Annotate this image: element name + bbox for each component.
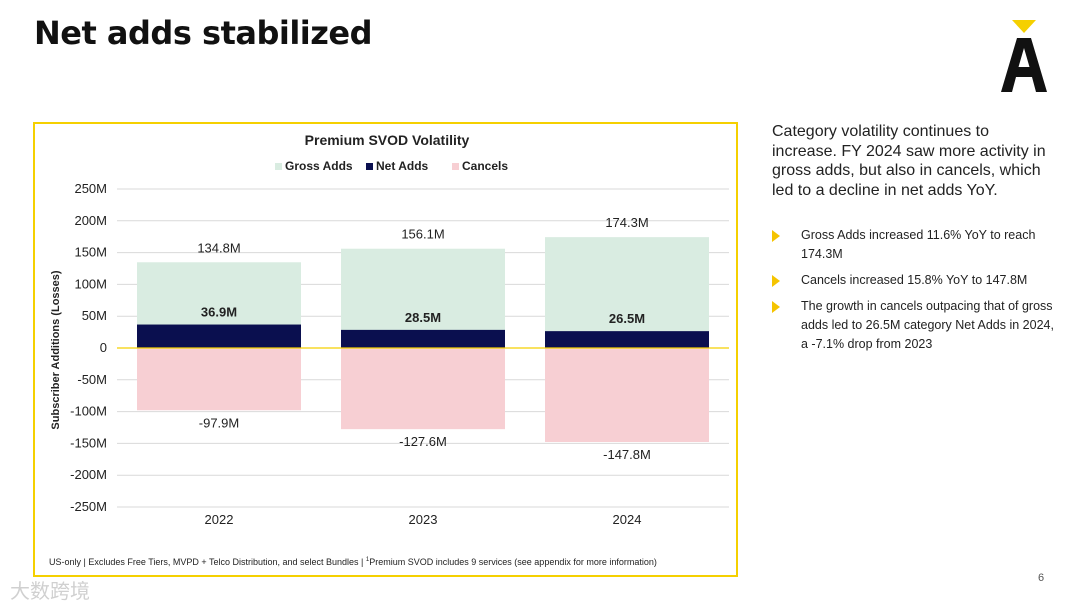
legend-swatch [366,163,373,170]
y-axis-ticks: 250M 200M 150M 100M 50M 0 -50M -100M -150M -200M -… [70,181,107,514]
footnote-text-after: Premium SVOD includes 9 services (see ap… [369,557,657,567]
y-tick-label: -100M [70,404,107,419]
label-net-adds: 26.5M [609,311,645,326]
bullet-text: Cancels increased 15.8% YoY to 147.8M [801,273,1028,287]
chart-bars [117,237,729,443]
label-cancels: -147.8M [603,447,651,462]
commentary-bullet: The growth in cancels outpacing that of … [772,297,1057,354]
y-axis-label: Subscriber Additions (Losses) [50,270,62,429]
x-tick-label: 2022 [205,512,234,527]
label-net-adds: 28.5M [405,310,441,325]
chart-frame: Premium SVOD Volatility Gross Adds Net Ad… [33,122,738,577]
bar-cancels [341,348,505,430]
bar-cancels [137,348,301,411]
commentary-bullet: Gross Adds increased 11.6% YoY to reach … [772,226,1057,264]
bullet-arrow-icon [772,230,780,242]
chart-footnote: US-only | Excludes Free Tiers, MVPD + Te… [49,557,657,567]
label-cancels: -97.9M [199,415,239,430]
chart-title: Premium SVOD Volatility [305,132,470,148]
bullet-arrow-icon [772,275,780,287]
y-tick-label: -250M [70,499,107,514]
footnote-superscript: 1 [365,557,370,563]
y-tick-label: 0 [100,340,107,355]
legend-label: Net Adds [376,159,429,173]
bar-net-adds [341,329,505,348]
x-tick-label: 2024 [613,512,642,527]
bar-cancels [545,348,709,443]
bullet-text: The growth in cancels outpacing that of … [801,299,1054,351]
x-axis-ticks: 2022 2023 2024 [205,512,642,527]
page-number: 6 [1038,572,1045,584]
bar-gross-adds [545,237,709,348]
legend-label: Cancels [462,159,508,173]
x-tick-label: 2023 [409,512,438,527]
footnote-text-before: US-only | Excludes Free Tiers, MVPD + Te… [49,557,366,567]
bar-net-adds [545,331,709,348]
logo-triangle-icon [1012,20,1036,33]
y-tick-label: 250M [74,181,107,196]
brand-logo [1001,20,1047,92]
y-tick-label: 200M [74,213,107,228]
y-tick-label: 50M [82,308,107,323]
chart-legend: Gross Adds Net Adds Cancels [275,159,508,173]
bullet-arrow-icon [772,301,780,313]
y-tick-label: -150M [70,435,107,450]
page-title: Net adds stabilized [34,14,373,52]
commentary-lead: Category volatility continues to increas… [772,123,1046,199]
bullet-text: Gross Adds increased 11.6% YoY to reach … [801,228,1036,261]
watermark: 大数跨境 [10,579,90,603]
bar-net-adds [137,324,301,348]
commentary-panel: Category volatility continues to increas… [772,122,1057,361]
label-gross-adds: 174.3M [605,215,648,230]
y-tick-label: -50M [77,372,107,387]
y-tick-label: 100M [74,276,107,291]
legend-swatch [452,163,459,170]
legend-label: Gross Adds [285,159,353,173]
label-net-adds: 36.9M [201,305,237,320]
chart-data-labels: 134.8M 36.9M -97.9M 156.1M 28.5M -127.6M 174.3… [197,215,651,462]
label-gross-adds: 156.1M [401,227,444,242]
label-gross-adds: 134.8M [197,240,240,255]
y-tick-label: 150M [74,245,107,260]
commentary-bullet: Cancels increased 15.8% YoY to 147.8M [772,271,1057,290]
y-tick-label: -200M [70,467,107,482]
legend-swatch [275,163,282,170]
svod-volatility-chart: Premium SVOD Volatility Gross Adds Net Ad… [50,132,729,527]
label-cancels: -127.6M [399,434,447,449]
